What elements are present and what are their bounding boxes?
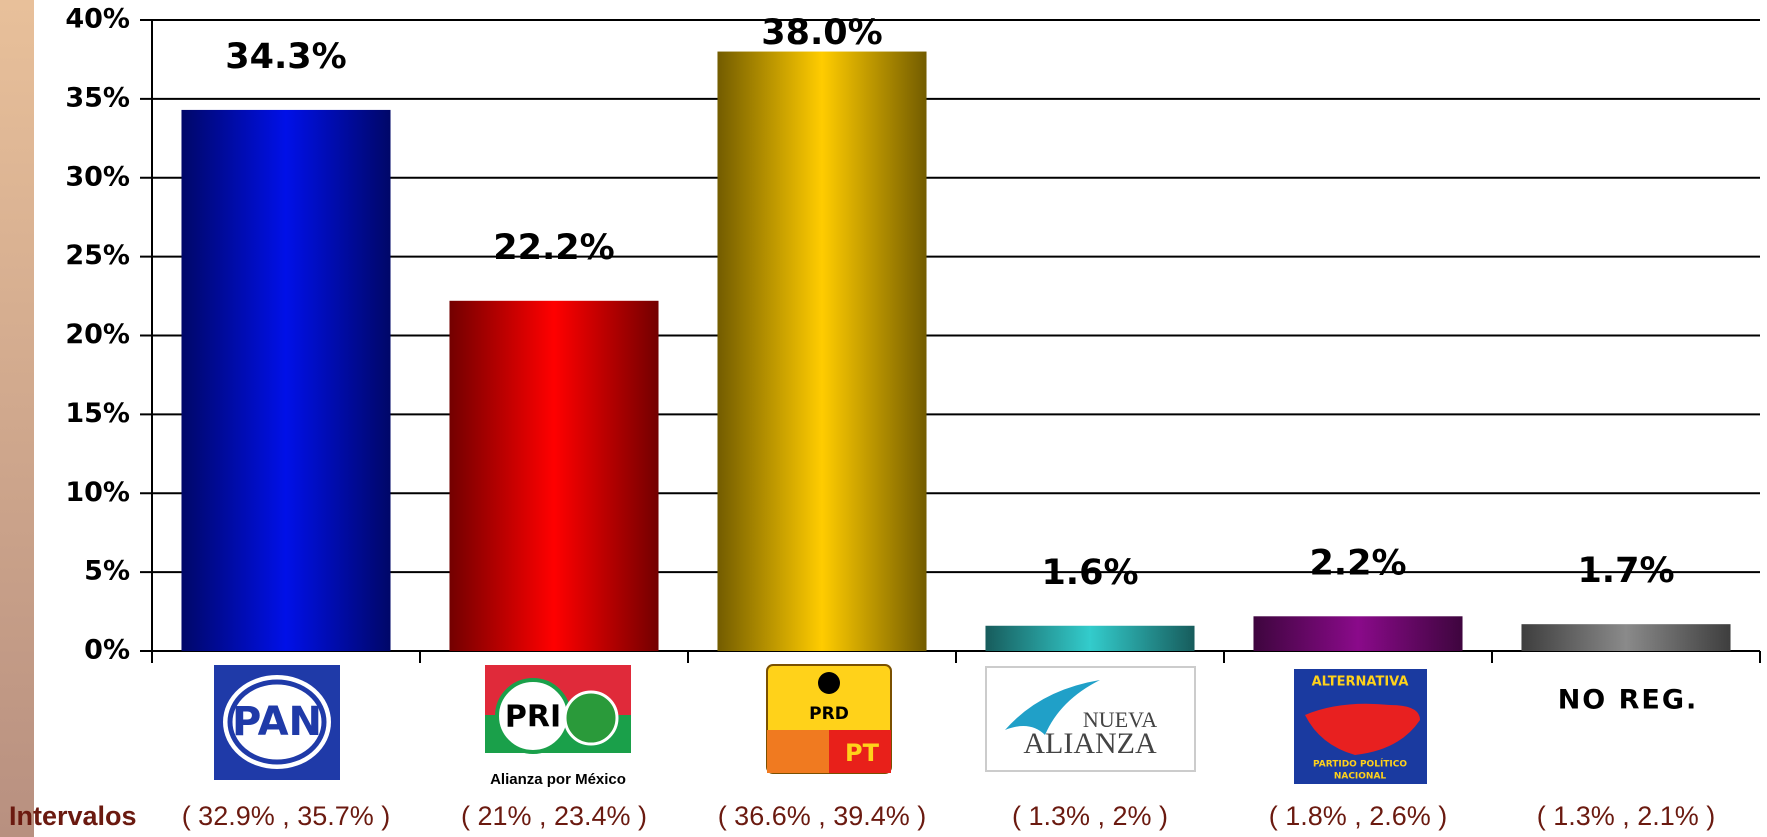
logo-pan-ring	[227, 679, 327, 765]
logo-text: PT	[845, 739, 880, 767]
interval: ( 36.6% , 39.4% )	[718, 801, 927, 831]
y-tick-label: 35%	[65, 82, 130, 113]
value-label: 34.3%	[225, 37, 346, 77]
logo-text: PRI	[505, 700, 561, 735]
bar	[985, 625, 1195, 651]
logo-text: NACIONAL	[1334, 772, 1387, 782]
logo-prd-orange	[767, 730, 829, 773]
y-tick-label: 0%	[84, 635, 130, 666]
side-strip	[0, 0, 34, 837]
logo-text: ALIANZA	[1023, 727, 1157, 760]
value-label: 1.7%	[1577, 551, 1674, 591]
bar	[181, 109, 391, 652]
logo-pri-circle2	[563, 690, 619, 746]
logo-text: PRD	[809, 704, 849, 724]
y-tick-label: 15%	[65, 398, 130, 429]
value-label: 1.6%	[1041, 553, 1138, 593]
interval: ( 32.9% , 35.7% )	[182, 801, 391, 831]
y-tick-label: 40%	[65, 4, 130, 35]
intervals-label: Intervalos	[9, 801, 137, 831]
bar	[1521, 624, 1731, 651]
logo-text: NUEVA	[1083, 707, 1157, 732]
logo-text: ALTERNATIVA	[1312, 675, 1409, 690]
interval: ( 1.3% , 2.1% )	[1537, 801, 1716, 831]
y-tick-label: 20%	[65, 319, 130, 350]
logo-pt	[829, 730, 891, 773]
logo-prd-sun	[818, 672, 840, 694]
logo-swoosh	[1005, 680, 1100, 735]
logo-text: PAN	[232, 699, 322, 745]
logos: PAN PRI Alianza por México PRD PT NUEVA …	[214, 664, 1699, 788]
bar	[1253, 616, 1463, 651]
logo-pan-oval	[223, 675, 331, 769]
interval: ( 1.8% , 2.6% )	[1269, 801, 1448, 831]
value-label: 22.2%	[493, 228, 614, 268]
logo-caption: Alianza por México	[490, 771, 626, 788]
value-label: 38.0%	[761, 13, 882, 53]
logo-text: PARTIDO POLÍTICO	[1313, 758, 1407, 770]
category-label: NO REG.	[1558, 685, 1699, 716]
y-tick-label: 25%	[65, 240, 130, 271]
bar	[717, 51, 927, 652]
y-tick-label: 30%	[65, 161, 130, 192]
y-tick-label: 5%	[84, 556, 130, 587]
y-tick-label: 10%	[65, 477, 130, 508]
logo-hand	[1305, 703, 1420, 755]
value-label: 2.2%	[1309, 543, 1406, 583]
interval: ( 21% , 23.4% )	[461, 801, 647, 831]
interval: ( 1.3% , 2% )	[1012, 801, 1168, 831]
bar	[449, 300, 659, 651]
